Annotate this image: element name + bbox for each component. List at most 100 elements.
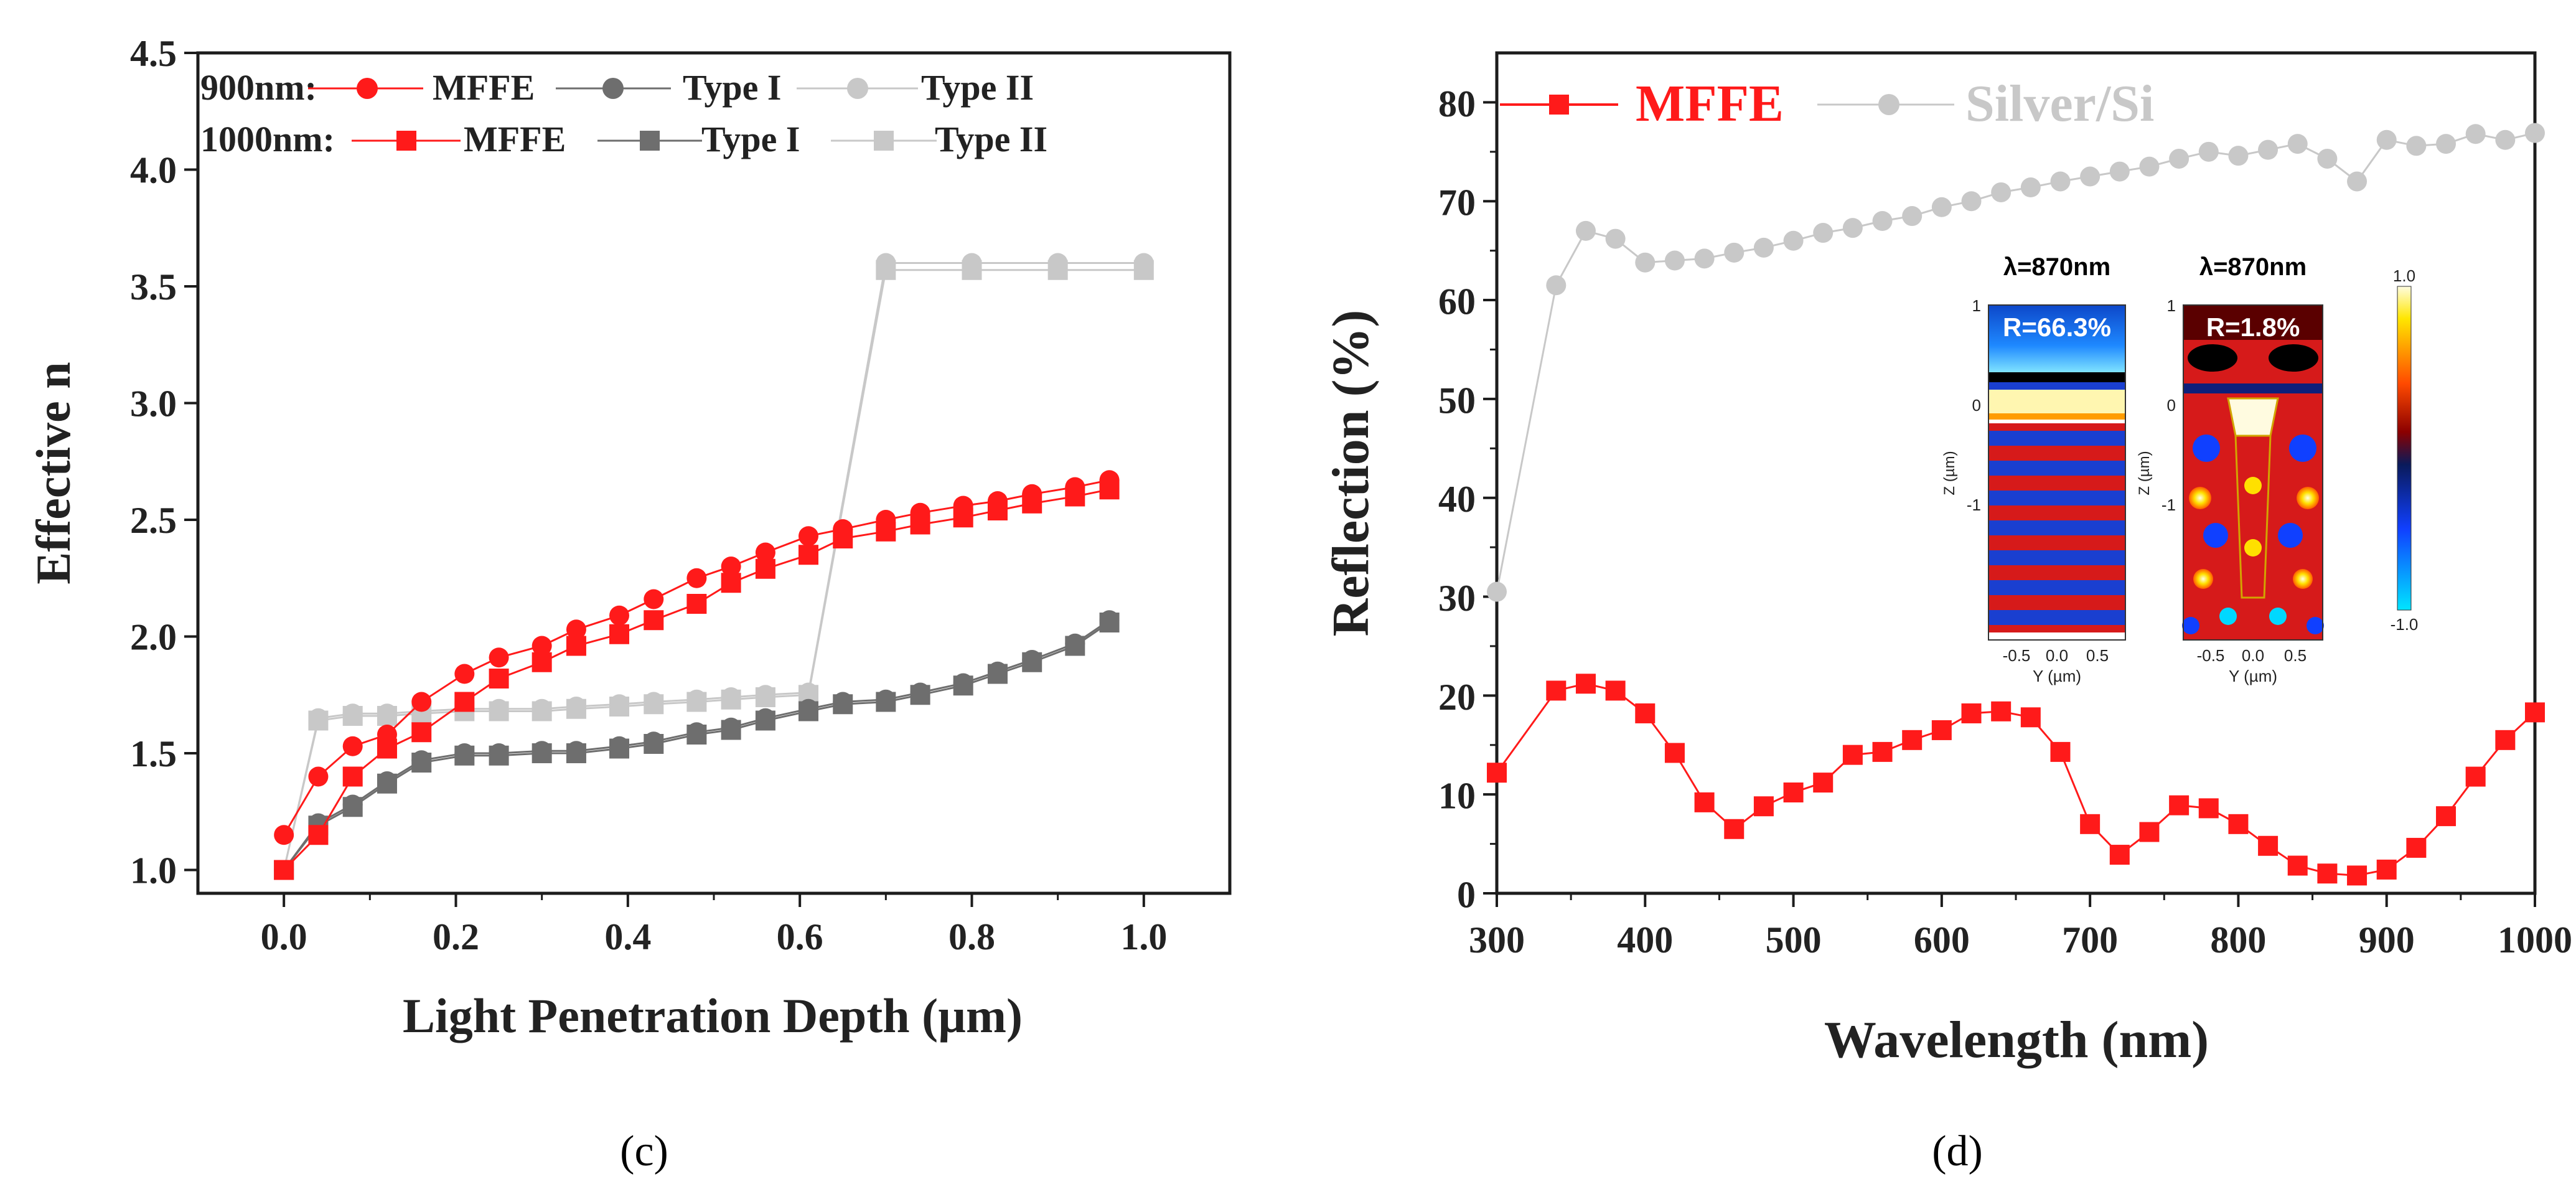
data-point (910, 514, 930, 535)
x-tick-label: 600 (1914, 919, 1970, 961)
data-point (377, 738, 397, 759)
data-point (566, 743, 586, 763)
data-point (1902, 206, 1923, 227)
data-point (489, 647, 509, 668)
data-point (1546, 275, 1567, 296)
data-point (876, 521, 896, 542)
data-point (755, 710, 775, 731)
inset-2-xtick: 0.5 (2284, 646, 2307, 665)
data-point (798, 526, 818, 547)
data-point (1487, 763, 1507, 783)
data-point (2020, 177, 2041, 197)
data-point (987, 501, 1008, 520)
data-point (411, 692, 432, 712)
series-1000nm-type-i (274, 613, 1120, 880)
data-point (609, 605, 630, 626)
data-point (2376, 129, 2397, 150)
data-point (308, 825, 329, 845)
inset-1-xtick: -0.5 (2003, 646, 2031, 665)
inset-1-ytick: -1 (1967, 496, 1981, 514)
data-point (2080, 814, 2101, 834)
data-point (1931, 720, 1952, 740)
legend-marker-square (640, 131, 660, 151)
data-point (1065, 486, 1085, 507)
data-point (1842, 218, 1863, 238)
data-point (566, 698, 586, 719)
legend-marker-circle (1878, 94, 1899, 115)
series-1000nm-mffe (274, 479, 1120, 880)
data-point (609, 738, 630, 759)
y-tick-label: 4.5 (130, 33, 177, 74)
left-series-group (274, 253, 1154, 880)
data-point (686, 692, 707, 712)
y-tick-label: 0 (1457, 874, 1476, 915)
left-axis-ticks: 0.0 0.2 0.4 0.6 0.8 1.0 1.0 1.5 2.0 2.5 3.0 3.5 4.0 4… (130, 33, 1167, 957)
right-y-axis-title: Reflection (%) (1322, 310, 1380, 637)
left-chart: 0.0 0.2 0.4 0.6 0.8 1.0 1.0 1.5 2.0 2.5 3.0 3.5 4.0 4… (26, 33, 1232, 1043)
data-point (2465, 124, 2486, 144)
data-point (532, 701, 552, 721)
data-point (454, 664, 475, 684)
data-point (721, 573, 741, 593)
inset-2-title: λ=870nm (2199, 253, 2307, 281)
data-point (1842, 745, 1863, 765)
data-point (2139, 822, 2160, 842)
inset-2-ylabel: Z (µm) (2136, 451, 2153, 495)
data-point (798, 701, 818, 721)
inset-1-xlabel: Y (µm) (2033, 667, 2081, 685)
y-tick-label: 80 (1438, 83, 1476, 125)
data-point (755, 687, 775, 707)
inset-2-xtick: 0.0 (2242, 646, 2264, 665)
inset-2-ytick: 0 (2167, 396, 2176, 415)
y-tick-label: 2.5 (130, 500, 177, 541)
data-point (2406, 136, 2427, 156)
x-tick-label: 400 (1617, 919, 1673, 961)
data-point (566, 619, 586, 640)
x-tick-label: 300 (1469, 919, 1525, 961)
series-line (283, 479, 1110, 836)
data-point (2198, 798, 2219, 819)
data-point (308, 766, 329, 787)
data-point (1022, 652, 1042, 672)
legend-mffe-label: MFFE (1636, 75, 1784, 133)
data-point (1099, 613, 1120, 632)
data-point (953, 675, 973, 696)
colorbar-gradient (2397, 286, 2412, 611)
series-line (283, 262, 1144, 870)
data-point (411, 722, 432, 743)
legend-1000-type2-label: Type II (935, 119, 1047, 159)
left-y-axis-title: Effective n (26, 362, 80, 584)
y-tick-label: 20 (1438, 677, 1476, 718)
y-tick-label: 10 (1438, 776, 1476, 817)
data-point (454, 692, 475, 712)
data-point (2406, 837, 2427, 858)
y-tick-label: 4.0 (130, 150, 177, 191)
data-point (2525, 123, 2545, 143)
right-chart: 300 400 500 600 700 800 900 1000010203040506070… (1322, 51, 2572, 1069)
data-point (686, 725, 707, 745)
x-tick-label: 1.0 (1120, 916, 1167, 957)
inset-1-xtick: 0.5 (2086, 646, 2109, 665)
data-point (1813, 223, 1834, 243)
data-point (1635, 703, 1656, 723)
inset-2-ytick: -1 (2161, 496, 2176, 514)
right-x-axis-title: Wavelength (nm) (1824, 1011, 2209, 1069)
series-900nm-type-ii (274, 253, 1154, 880)
data-point (644, 694, 664, 715)
right-legend: MFFE Silver/Si (1500, 75, 2154, 133)
data-point (609, 624, 630, 644)
data-point (2169, 795, 2190, 815)
left-x-axis-title: Light Penetration Depth (µm) (403, 989, 1023, 1043)
data-point (2258, 139, 2279, 160)
data-point (2109, 161, 2130, 182)
inset-1-field-image (1988, 305, 2125, 632)
caption-d: (d) (1932, 1127, 1983, 1175)
data-point (342, 736, 363, 756)
x-tick-label: 0.2 (433, 916, 479, 957)
data-point (1753, 237, 1774, 258)
series-1000nm-type-ii (274, 260, 1154, 880)
y-tick-label: 60 (1438, 281, 1476, 322)
series-900nm-mffe (274, 470, 1120, 845)
x-tick-label: 900 (2359, 919, 2415, 961)
x-tick-label: 1000 (2498, 919, 2572, 961)
